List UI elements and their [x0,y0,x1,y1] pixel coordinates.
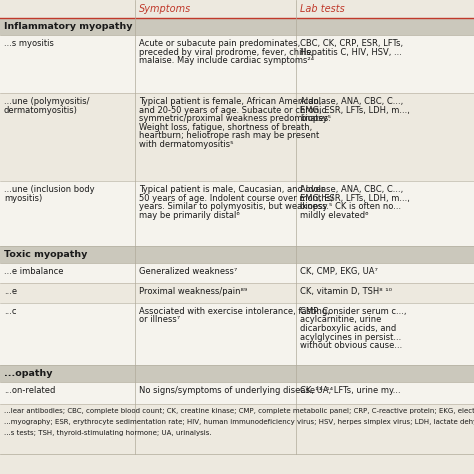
Text: biopsy⁵: biopsy⁵ [300,114,331,123]
Text: dicarboxylic acids, and: dicarboxylic acids, and [300,324,396,333]
Text: EMG, ESR, LFTs, LDH, m...,: EMG, ESR, LFTs, LDH, m..., [300,106,410,115]
Text: acylglycines in persist...: acylglycines in persist... [300,332,401,341]
Bar [0,382,474,404]
Text: and 20-50 years of age. Subacute or chronic: and 20-50 years of age. Subacute or chro… [139,106,326,115]
Text: 50 years of age. Indolent course over months/: 50 years of age. Indolent course over mo… [139,193,334,202]
Text: ...c: ...c [4,307,17,316]
Text: Associated with exercise intolerance, fasting,: Associated with exercise intolerance, fa… [139,307,330,316]
Text: CK, CMP, EKG, UA⁷: CK, CMP, EKG, UA⁷ [300,267,378,276]
Bar [0,365,474,382]
Text: Weight loss, fatigue, shortness of breath,: Weight loss, fatigue, shortness of breat… [139,122,312,131]
Text: with dermatomyositis⁵: with dermatomyositis⁵ [139,139,234,148]
Text: ...opathy: ...opathy [4,369,53,378]
Text: symmetric/proximal weakness predominates.: symmetric/proximal weakness predominates… [139,114,331,123]
Text: biopsy.⁵ CK is often no...: biopsy.⁵ CK is often no... [300,202,401,211]
Text: ...s tests; TSH, thyroid-stimulating hormone; UA, urinalysis.: ...s tests; TSH, thyroid-stimulating hor… [4,430,211,436]
Bar [0,263,474,283]
Text: ...une (inclusion body: ...une (inclusion body [4,185,95,194]
Text: CK, UA, LFTs, urine my...: CK, UA, LFTs, urine my... [300,386,401,395]
Text: Acute or subacute pain predominates,: Acute or subacute pain predominates, [139,39,301,48]
Text: ...lear antibodies; CBC, complete blood count; CK, creatine kinase; CMP, complet: ...lear antibodies; CBC, complete blood … [4,408,474,414]
Text: may be primarily distal⁶: may be primarily distal⁶ [139,210,240,219]
Text: preceded by viral prodrome, fever, chills,: preceded by viral prodrome, fever, chill… [139,47,313,56]
Bar [0,283,474,303]
Text: CK, vitamin D, TSH⁸ ¹⁰: CK, vitamin D, TSH⁸ ¹⁰ [300,287,392,296]
Text: ...s myositis: ...s myositis [4,39,54,48]
Text: malaise. May include cardiac symptoms²⁴: malaise. May include cardiac symptoms²⁴ [139,56,314,65]
Text: Toxic myopathy: Toxic myopathy [4,250,87,259]
Text: years. Similar to polymyositis, but weakness: years. Similar to polymyositis, but weak… [139,202,327,211]
Text: ...e: ...e [4,287,17,296]
Text: without obvious cause...: without obvious cause... [300,341,402,350]
Bar [0,303,474,365]
Bar [0,181,474,246]
Bar [0,93,474,181]
Text: heartburn; heliotrope rash may be present: heartburn; heliotrope rash may be presen… [139,131,319,140]
Text: dermatomyositis): dermatomyositis) [4,106,78,115]
Text: Generalized weakness⁷: Generalized weakness⁷ [139,267,237,276]
Text: Aldolase, ANA, CBC, C...,: Aldolase, ANA, CBC, C..., [300,97,403,106]
Text: acylcarnitine, urine: acylcarnitine, urine [300,316,382,325]
Text: myositis): myositis) [4,193,42,202]
Text: ...une (polymyositis/: ...une (polymyositis/ [4,97,90,106]
Text: or illness⁷: or illness⁷ [139,316,180,325]
Text: Inflammatory myopathy: Inflammatory myopathy [4,22,133,31]
Text: ...myography; ESR, erythrocyte sedimentation rate; HIV, human immunodeficiency v: ...myography; ESR, erythrocyte sedimenta… [4,419,474,425]
Text: Typical patient is male, Caucasian, and over: Typical patient is male, Caucasian, and … [139,185,325,194]
Text: mildly elevated⁶: mildly elevated⁶ [300,210,369,219]
Text: Proximal weakness/pain⁸⁹: Proximal weakness/pain⁸⁹ [139,287,247,296]
Text: Lab tests: Lab tests [300,4,345,14]
Bar [0,246,474,263]
Text: Aldolase, ANA, CBC, C...,: Aldolase, ANA, CBC, C..., [300,185,403,194]
Text: Symptoms: Symptoms [139,4,191,14]
Bar [0,35,474,93]
Text: EMG, ESR, LFTs, LDH, m...,: EMG, ESR, LFTs, LDH, m..., [300,193,410,202]
Bar [0,0,474,18]
Text: CMP. Consider serum c...,: CMP. Consider serum c..., [300,307,407,316]
Text: ...e imbalance: ...e imbalance [4,267,64,276]
Text: ...on-related: ...on-related [4,386,55,395]
Bar [0,18,474,35]
Text: Typical patient is female, African American,: Typical patient is female, African Ameri… [139,97,321,106]
Text: CBC, CK, CRP, ESR, LFTs,: CBC, CK, CRP, ESR, LFTs, [300,39,403,48]
Text: No signs/symptoms of underlying disease¹¹⁻¹⁴: No signs/symptoms of underlying disease¹… [139,386,333,395]
Text: Hepatitis C, HIV, HSV, ...: Hepatitis C, HIV, HSV, ... [300,47,402,56]
Bar [0,404,474,454]
